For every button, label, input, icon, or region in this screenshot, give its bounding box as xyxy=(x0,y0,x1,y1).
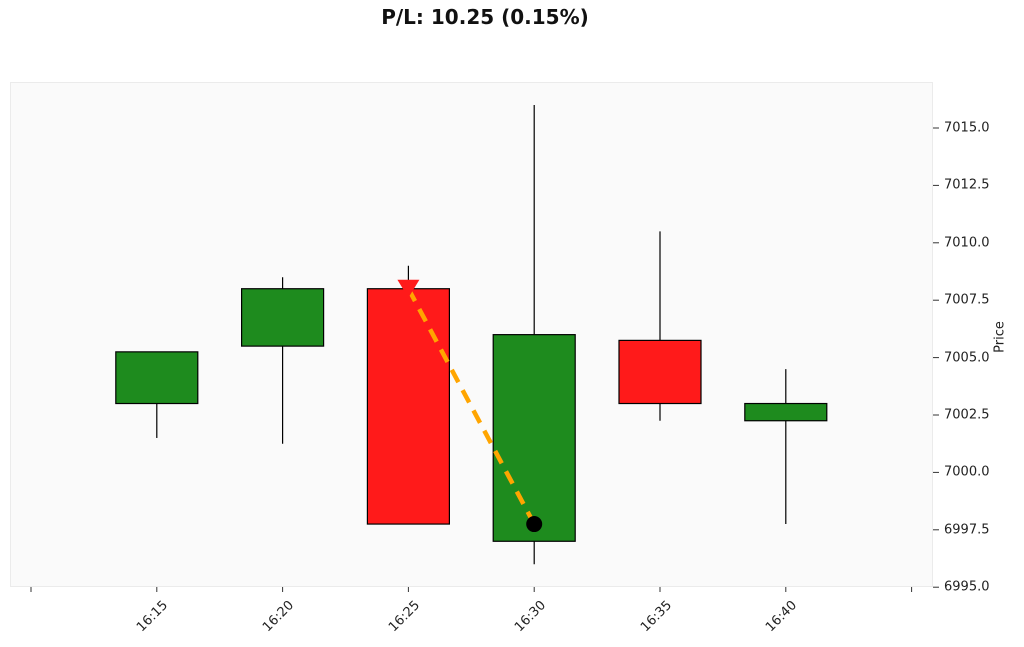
candle-body xyxy=(115,351,199,405)
y-tick-label: 7012.5 xyxy=(944,177,990,193)
plot-area xyxy=(10,82,933,587)
y-tick-label: 7010.0 xyxy=(944,235,990,251)
y-axis-label: Price xyxy=(992,321,1008,353)
axes-ticks xyxy=(30,127,939,592)
candle-body xyxy=(366,288,450,525)
chart-title: P/L: 10.25 (0.15%) xyxy=(381,5,589,29)
entry-marker-triangle-icon xyxy=(397,279,420,298)
trade-overlay xyxy=(397,279,543,533)
candle-body xyxy=(744,402,828,422)
candle-body xyxy=(618,339,702,405)
candle-body xyxy=(492,334,576,542)
exit-marker-circle-icon xyxy=(526,516,543,533)
y-tick-label: 6995.0 xyxy=(944,579,990,595)
y-tick-label: 6997.5 xyxy=(944,522,990,538)
candle-body xyxy=(241,288,325,347)
y-tick-label: 7015.0 xyxy=(944,120,990,136)
candle xyxy=(241,277,325,444)
y-tick-label: 7002.5 xyxy=(944,407,990,423)
candle xyxy=(618,231,702,421)
candle xyxy=(492,105,576,565)
candle xyxy=(744,369,828,525)
y-tick-label: 7007.5 xyxy=(944,292,990,308)
y-tick-label: 7005.0 xyxy=(944,350,990,366)
candles-group xyxy=(115,105,828,565)
y-tick-label: 7000.0 xyxy=(944,464,990,480)
candle xyxy=(115,351,199,438)
candle xyxy=(366,265,450,525)
